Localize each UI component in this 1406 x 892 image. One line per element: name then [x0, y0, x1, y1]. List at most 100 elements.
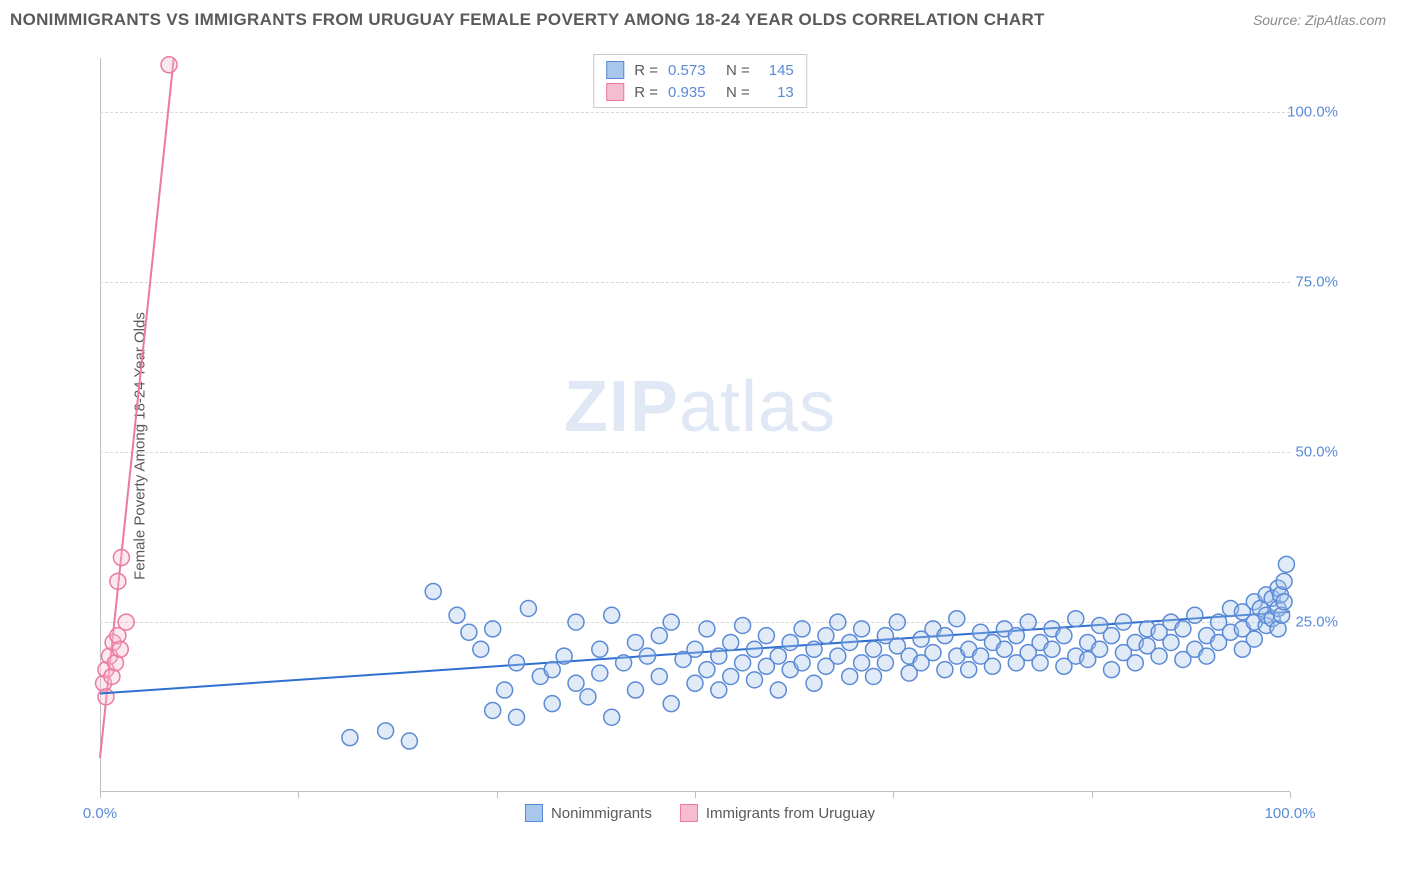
point-nonimmigrants [1127, 655, 1143, 671]
point-nonimmigrants [497, 682, 513, 698]
point-nonimmigrants [604, 607, 620, 623]
point-nonimmigrants [628, 634, 644, 650]
point-immigrants_uruguay [118, 614, 134, 630]
point-nonimmigrants [663, 614, 679, 630]
point-nonimmigrants [580, 689, 596, 705]
point-nonimmigrants [592, 641, 608, 657]
point-nonimmigrants [782, 634, 798, 650]
point-nonimmigrants [592, 665, 608, 681]
point-immigrants_uruguay [161, 57, 177, 73]
point-nonimmigrants [687, 641, 703, 657]
point-nonimmigrants [854, 655, 870, 671]
point-nonimmigrants [651, 628, 667, 644]
point-nonimmigrants [735, 617, 751, 633]
point-nonimmigrants [544, 662, 560, 678]
point-nonimmigrants [747, 641, 763, 657]
point-nonimmigrants [556, 648, 572, 664]
series-legend: Nonimmigrants Immigrants from Uruguay [525, 804, 875, 822]
point-nonimmigrants [1151, 648, 1167, 664]
point-nonimmigrants [1163, 634, 1179, 650]
point-nonimmigrants [1104, 628, 1120, 644]
r-value-immigrants: 0.935 [668, 84, 716, 101]
point-nonimmigrants [770, 648, 786, 664]
point-nonimmigrants [1246, 631, 1262, 647]
point-immigrants_uruguay [113, 550, 129, 566]
chart-header: NONIMMIGRANTS VS IMMIGRANTS FROM URUGUAY… [0, 0, 1406, 40]
point-nonimmigrants [1020, 614, 1036, 630]
point-nonimmigrants [1044, 641, 1060, 657]
legend-item-nonimmigrants: Nonimmigrants [525, 804, 652, 822]
swatch-immigrants-bottom [680, 804, 698, 822]
swatch-nonimmigrants-bottom [525, 804, 543, 822]
point-nonimmigrants [758, 628, 774, 644]
point-immigrants_uruguay [98, 689, 114, 705]
scatter-svg [50, 48, 1350, 828]
point-nonimmigrants [568, 614, 584, 630]
point-nonimmigrants [604, 709, 620, 725]
point-nonimmigrants [723, 634, 739, 650]
point-nonimmigrants [461, 624, 477, 640]
point-nonimmigrants [937, 628, 953, 644]
n-value-nonimmigrants: 145 [760, 62, 794, 79]
point-nonimmigrants [842, 668, 858, 684]
point-nonimmigrants [425, 584, 441, 600]
point-nonimmigrants [818, 628, 834, 644]
point-nonimmigrants [711, 682, 727, 698]
legend-row-immigrants: R = 0.935 N = 13 [606, 81, 794, 103]
point-nonimmigrants [473, 641, 489, 657]
point-nonimmigrants [854, 621, 870, 637]
point-nonimmigrants [1276, 594, 1292, 610]
chart-title: NONIMMIGRANTS VS IMMIGRANTS FROM URUGUAY… [10, 10, 1045, 30]
point-nonimmigrants [1175, 621, 1191, 637]
swatch-nonimmigrants [606, 61, 624, 79]
point-nonimmigrants [1115, 614, 1131, 630]
point-nonimmigrants [687, 675, 703, 691]
point-nonimmigrants [806, 675, 822, 691]
legend-label-immigrants: Immigrants from Uruguay [706, 805, 875, 822]
point-nonimmigrants [1104, 662, 1120, 678]
point-nonimmigrants [1278, 556, 1294, 572]
point-nonimmigrants [1199, 648, 1215, 664]
point-nonimmigrants [520, 601, 536, 617]
point-nonimmigrants [794, 621, 810, 637]
legend-item-immigrants: Immigrants from Uruguay [680, 804, 875, 822]
point-nonimmigrants [1008, 628, 1024, 644]
n-value-immigrants: 13 [760, 84, 794, 101]
point-nonimmigrants [866, 668, 882, 684]
point-nonimmigrants [996, 641, 1012, 657]
point-nonimmigrants [794, 655, 810, 671]
point-nonimmigrants [509, 655, 525, 671]
point-nonimmigrants [616, 655, 632, 671]
point-nonimmigrants [1092, 641, 1108, 657]
point-nonimmigrants [628, 682, 644, 698]
plot-area: ZIPatlas 25.0%50.0%75.0%100.0% 0.0%100.0… [50, 48, 1350, 828]
point-nonimmigrants [639, 648, 655, 664]
point-nonimmigrants [342, 730, 358, 746]
point-nonimmigrants [509, 709, 525, 725]
point-nonimmigrants [485, 702, 501, 718]
point-nonimmigrants [699, 662, 715, 678]
point-nonimmigrants [830, 648, 846, 664]
point-nonimmigrants [711, 648, 727, 664]
correlation-legend: R = 0.573 N = 145 R = 0.935 N = 13 [593, 54, 807, 108]
point-nonimmigrants [961, 662, 977, 678]
point-nonimmigrants [401, 733, 417, 749]
point-nonimmigrants [866, 641, 882, 657]
point-nonimmigrants [651, 668, 667, 684]
point-nonimmigrants [747, 672, 763, 688]
point-nonimmigrants [1056, 628, 1072, 644]
point-nonimmigrants [699, 621, 715, 637]
point-nonimmigrants [1068, 611, 1084, 627]
legend-row-nonimmigrants: R = 0.573 N = 145 [606, 59, 794, 81]
point-nonimmigrants [568, 675, 584, 691]
chart-source: Source: ZipAtlas.com [1253, 12, 1386, 28]
point-nonimmigrants [723, 668, 739, 684]
r-value-nonimmigrants: 0.573 [668, 62, 716, 79]
legend-label-nonimmigrants: Nonimmigrants [551, 805, 652, 822]
point-nonimmigrants [735, 655, 751, 671]
point-immigrants_uruguay [112, 641, 128, 657]
point-nonimmigrants [925, 645, 941, 661]
point-nonimmigrants [985, 658, 1001, 674]
point-immigrants_uruguay [110, 573, 126, 589]
point-nonimmigrants [830, 614, 846, 630]
